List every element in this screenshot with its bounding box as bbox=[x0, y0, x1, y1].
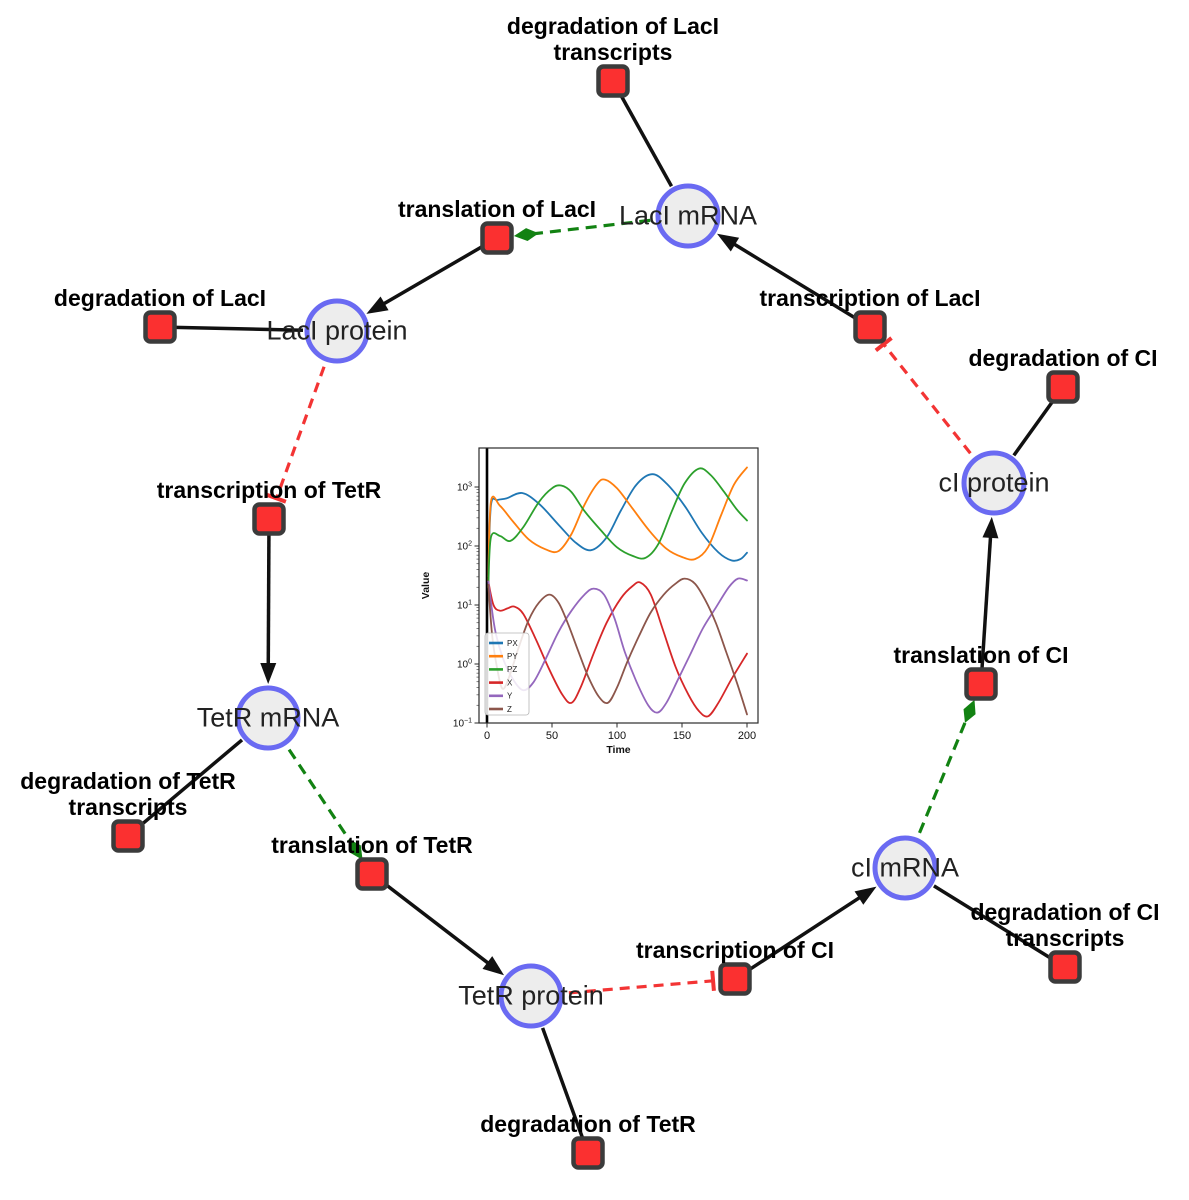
reaction-node-deg-tetr-tx[interactable] bbox=[111, 819, 145, 853]
edge-laci-mrna-tl-laci bbox=[513, 218, 651, 242]
species-node-laci-mrna[interactable] bbox=[655, 183, 721, 249]
inset-chart: 0 50 100 150 200 Time 10−1 100 101 102 103 Value PX P… bbox=[415, 425, 785, 765]
edge-tetr-mrna-deg-tetr-tx bbox=[134, 738, 244, 831]
edges-layer bbox=[134, 88, 1059, 1145]
modifier-arrowhead-icon bbox=[348, 839, 363, 860]
edge-tl-laci-laci-protein bbox=[366, 242, 488, 314]
edge-ci-mrna-tl-ci bbox=[918, 699, 976, 834]
reaction-node-tc-tetr[interactable] bbox=[252, 502, 286, 536]
edge-ci-mrna-deg-ci-tx bbox=[932, 884, 1058, 964]
y-axis-label: Value bbox=[420, 572, 432, 600]
edge-laci-protein-deg-laci bbox=[169, 325, 304, 332]
modifier-arrowhead-icon bbox=[513, 228, 539, 242]
edge-tc-ci-ci-mrna bbox=[744, 886, 877, 974]
svg-text:103: 103 bbox=[457, 482, 472, 494]
plot-frame bbox=[478, 447, 759, 724]
arrowhead-icon bbox=[982, 516, 999, 539]
legend-entry-y: Y bbox=[507, 692, 513, 701]
inhibition-tbar-icon bbox=[266, 493, 287, 504]
species-node-tetr-mrna[interactable] bbox=[235, 685, 301, 751]
inhibition-tbar-icon bbox=[710, 970, 716, 991]
inset-chart-svg: 0 50 100 150 200Time10−1100101102103ValuePXP… bbox=[415, 425, 785, 765]
y-axis: 10−1 100 101 102 103 Value bbox=[420, 482, 479, 730]
arrowhead-icon bbox=[366, 296, 389, 314]
svg-text:100: 100 bbox=[608, 730, 626, 742]
reaction-node-deg-ci-tx[interactable] bbox=[1048, 950, 1082, 984]
legend-entry-x: X bbox=[507, 678, 513, 687]
edge-tc-laci-laci-mrna bbox=[717, 233, 861, 323]
edge-tl-tetr-tetr-protein bbox=[380, 879, 505, 976]
series-py bbox=[487, 466, 748, 583]
species-node-ci-mrna[interactable] bbox=[872, 835, 938, 901]
x-axis-label: Time bbox=[606, 744, 630, 756]
species-node-ci-protein[interactable] bbox=[961, 450, 1027, 516]
reaction-node-deg-laci[interactable] bbox=[143, 310, 177, 344]
edge-laci-mrna-deg-laci-tx bbox=[616, 88, 674, 188]
arrowhead-icon bbox=[260, 662, 277, 685]
svg-text:150: 150 bbox=[673, 730, 691, 742]
x-axis: 0 50 100 150 200 Time bbox=[484, 723, 756, 756]
series-px bbox=[487, 473, 748, 578]
inhibition-tbar-icon bbox=[874, 336, 893, 353]
reaction-node-tc-ci[interactable] bbox=[718, 962, 752, 996]
legend-entry-py: PY bbox=[507, 652, 518, 661]
svg-text:0: 0 bbox=[484, 730, 490, 742]
arrowhead-icon bbox=[717, 233, 740, 252]
svg-text:100: 100 bbox=[457, 659, 472, 671]
species-node-laci-protein[interactable] bbox=[304, 298, 370, 364]
reaction-node-tc-laci[interactable] bbox=[853, 310, 887, 344]
reaction-node-deg-tetr[interactable] bbox=[571, 1136, 605, 1170]
edge-tetr-mrna-tl-tetr bbox=[287, 748, 363, 860]
arrowhead-icon bbox=[854, 886, 877, 905]
reaction-node-deg-laci-tx[interactable] bbox=[596, 64, 630, 98]
reaction-node-tl-ci[interactable] bbox=[964, 667, 998, 701]
svg-text:200: 200 bbox=[738, 730, 756, 742]
edge-tc-tetr-tetr-mrna bbox=[260, 530, 277, 685]
svg-text:50: 50 bbox=[546, 730, 558, 742]
svg-text:10−1: 10−1 bbox=[453, 718, 472, 730]
arrowhead-icon bbox=[482, 956, 505, 976]
species-node-tetr-protein[interactable] bbox=[498, 963, 564, 1029]
reaction-node-deg-ci[interactable] bbox=[1046, 370, 1080, 404]
reaction-node-tl-laci[interactable] bbox=[480, 221, 514, 255]
series-x bbox=[487, 580, 748, 718]
legend-entry-pz: PZ bbox=[507, 665, 517, 674]
edge-tl-ci-ci-protein bbox=[980, 516, 999, 673]
series-pz bbox=[487, 467, 748, 589]
legend-entry-px: PX bbox=[507, 639, 518, 648]
edge-ci-protein-tc-laci bbox=[874, 336, 972, 455]
svg-text:101: 101 bbox=[457, 600, 472, 612]
edge-laci-protein-tc-tetr bbox=[266, 366, 326, 504]
edge-tetr-protein-deg-tetr bbox=[540, 1027, 587, 1145]
legend-entry-z: Z bbox=[507, 705, 512, 714]
nodes-layer bbox=[111, 64, 1082, 1170]
chart-legend: PX PY PZ XYZ bbox=[484, 632, 530, 716]
reaction-node-tl-tetr[interactable] bbox=[355, 857, 389, 891]
svg-text:102: 102 bbox=[457, 541, 472, 553]
edge-ci-protein-deg-ci bbox=[1012, 394, 1059, 457]
edge-tetr-protein-tc-ci bbox=[568, 970, 716, 995]
modifier-arrowhead-icon bbox=[963, 699, 976, 723]
